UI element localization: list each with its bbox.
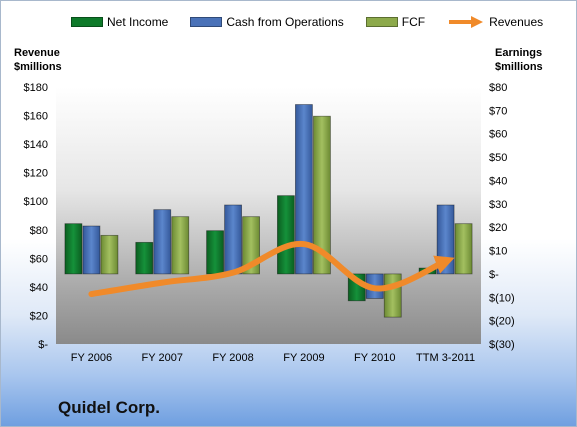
bar-net-income [277, 195, 295, 275]
bar-net-income [64, 223, 83, 275]
left-axis-tick-label: $140 [24, 139, 48, 151]
legend-item-fcf: FCF [365, 15, 426, 29]
legend-label-net-income: Net Income [107, 15, 169, 29]
legend-swatch-net-income [71, 17, 103, 27]
legend-item-revenues: Revenues [447, 15, 543, 29]
left-axis-tick-label: $- [38, 339, 48, 351]
legend-item-net-income: Net Income [71, 15, 168, 29]
left-axis-tick-label: $20 [30, 310, 48, 322]
legend-swatch-cash-from-operations [190, 17, 223, 27]
right-axis-tick-label: $- [489, 269, 499, 281]
right-axis-title: Earnings $millions [495, 46, 543, 74]
bar-fcf [100, 234, 119, 275]
right-axis-tick-label: $(30) [489, 339, 515, 351]
left-axis-tick-label: $160 [24, 111, 48, 123]
left-axis-tick-label: $40 [30, 282, 48, 294]
category-label: FY 2010 [354, 352, 395, 364]
left-axis-tick-label: $80 [30, 225, 48, 237]
bar-cash-from-operations [153, 209, 172, 275]
bar-fcf [313, 115, 331, 275]
line-revenues [88, 241, 455, 298]
bar-cash-from-operations [224, 204, 242, 275]
category-label: FY 2007 [142, 352, 183, 364]
left-axis-tick-label: $100 [24, 196, 48, 208]
legend-label-fcf: FCF [401, 15, 426, 29]
bar-cash-from-operations [295, 104, 313, 275]
bar-fcf [171, 216, 190, 275]
right-axis-tick-label: $20 [489, 222, 507, 234]
legend-arrow-icon [449, 16, 484, 28]
right-axis-tick-label: $70 [489, 105, 507, 117]
left-axis-tick-label: $180 [24, 82, 48, 94]
right-axis-tick-label: $50 [489, 152, 507, 164]
right-axis-tick-label: $(10) [489, 292, 515, 304]
line-series [88, 241, 455, 298]
legend-label-cash-from-operations: Cash from Operations [226, 15, 344, 29]
legend-item-cash-from-operations: Cash from Operations [190, 15, 344, 29]
right-axis-tick-label: $30 [489, 199, 507, 211]
category-label: TTM 3-2011 [416, 352, 475, 364]
bar-fcf [383, 273, 402, 318]
legend-label-revenues: Revenues [489, 15, 544, 29]
right-axis-title-line2: $millions [495, 61, 543, 73]
left-axis-tick-label: $60 [30, 253, 48, 265]
right-axis-tick-label: $(20) [489, 316, 515, 328]
bar-cash-from-operations [82, 225, 101, 275]
bar-fcf [454, 223, 473, 275]
right-axis-tick-label: $80 [489, 82, 507, 94]
company-name: Quidel Corp. [58, 398, 160, 417]
left-axis-title: Revenue $millions [14, 46, 62, 74]
category-label: FY 2008 [212, 352, 253, 364]
left-axis-ticks: $- $20 $40 $60 $80 $100 $120 $140 $160 $180 [24, 82, 49, 351]
left-axis-title-line1: Revenue [14, 47, 60, 59]
right-axis-tick-label: $40 [489, 175, 507, 187]
right-axis-ticks: $(30) $(20) $(10) $- $10 $20 $30 $40 $50 $60 $70 $8… [489, 82, 515, 351]
right-axis-tick-label: $60 [489, 129, 507, 141]
bar-net-income [206, 230, 224, 275]
chart-legend: Net Income Cash from Operations FCF Reve… [71, 15, 565, 29]
category-labels: FY 2006 FY 2007 FY 2008 FY 2009 FY 2010 TTM 3… [71, 352, 475, 364]
category-label: FY 2009 [283, 352, 324, 364]
left-axis-tick-label: $120 [24, 168, 48, 180]
plot-area [56, 87, 481, 344]
bar-series [64, 104, 473, 318]
right-axis-tick-label: $10 [489, 246, 507, 258]
category-label: FY 2006 [71, 352, 112, 364]
left-axis-title-line2: $millions [14, 61, 62, 73]
right-axis-title-line1: Earnings [495, 47, 543, 59]
bar-net-income [135, 241, 154, 275]
legend-swatch-fcf [365, 17, 398, 27]
